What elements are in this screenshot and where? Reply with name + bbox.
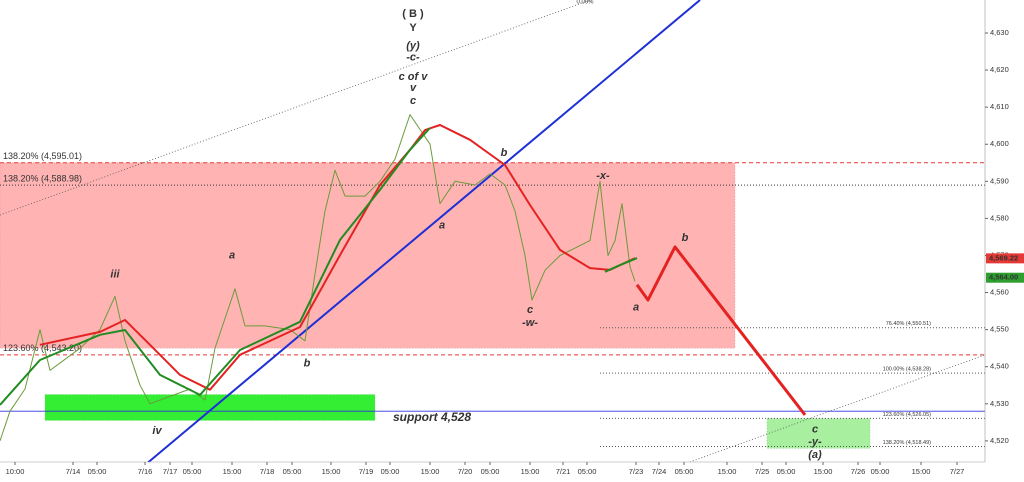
series-line	[604, 257, 638, 273]
annotation: a	[229, 250, 235, 262]
annotation: -y-	[808, 436, 822, 448]
x-tick-label: 7/18	[260, 467, 275, 476]
annotation: ( B )	[402, 8, 424, 20]
annotation: iii	[110, 269, 120, 281]
annotation: v	[410, 82, 417, 94]
y-tick-label: 4,530	[990, 399, 1009, 408]
level-label: 138.20% (4,588.98)	[3, 173, 82, 183]
x-tick-label: 05:00	[871, 467, 890, 476]
annotation: iv	[152, 425, 162, 437]
x-tick-label: 15:00	[322, 467, 341, 476]
x-tick-label: 7/24	[652, 467, 667, 476]
annotation: a	[439, 220, 445, 232]
x-tick-label: 7/25	[755, 467, 770, 476]
x-tick-label: 05:00	[381, 467, 400, 476]
price-tag	[986, 272, 1024, 283]
y-tick-label: 4,520	[990, 436, 1009, 445]
y-tick-label: 4,560	[990, 288, 1009, 297]
annotation: c	[410, 95, 416, 107]
level-label: 123.60% (4,543.20)	[3, 343, 82, 353]
x-tick-label: 7/27	[950, 467, 965, 476]
x-tick-label: 7/19	[359, 467, 374, 476]
y-tick-label: 4,590	[990, 176, 1009, 185]
x-tick-label: 7/14	[66, 467, 81, 476]
y-tick-label: 4,580	[990, 213, 1009, 222]
x-tick-label: 7/26	[851, 467, 866, 476]
price-tag-label: 4,564.00	[989, 273, 1018, 282]
annotation: b	[501, 147, 508, 159]
annotation: -w-	[522, 317, 538, 329]
annotation: Y	[409, 22, 417, 34]
level-label: 138.20% (4,518.49)	[883, 440, 931, 446]
x-tick-label: 05:00	[88, 467, 107, 476]
x-tick-label: 15:00	[521, 467, 540, 476]
x-tick-label: 05:00	[481, 467, 500, 476]
x-tick-label: 7/16	[138, 467, 153, 476]
axis-bg	[985, 0, 1024, 482]
x-tick-label: 7/21	[556, 467, 571, 476]
x-tick-label: 05:00	[675, 467, 694, 476]
annotation: (y)	[406, 40, 420, 52]
series-line	[39, 124, 636, 391]
annotation: c of v	[399, 71, 429, 83]
level-label: 100.00% (4,538.28)	[883, 367, 931, 373]
level-label: 138.20% (4,595.01)	[3, 151, 82, 161]
series-line	[0, 127, 431, 406]
x-tick-label: 7/23	[629, 467, 644, 476]
zone	[0, 162, 736, 349]
x-tick-label: 05:00	[283, 467, 302, 476]
y-tick-label: 4,550	[990, 325, 1009, 334]
annotation: c	[527, 304, 533, 316]
x-tick-label: 15:00	[814, 467, 833, 476]
price-tag	[986, 253, 1024, 264]
x-tick-label: 10:00	[6, 467, 25, 476]
annotation: b	[304, 358, 311, 370]
annotation: 0.00%	[576, 0, 594, 5]
x-tick-label: 15:00	[421, 467, 440, 476]
level-label: 123.60% (4,526.05)	[883, 412, 931, 418]
x-tick-label: 7/17	[163, 467, 178, 476]
price-tag-label: 4,569.22	[989, 253, 1018, 262]
y-tick-label: 4,610	[990, 102, 1009, 111]
x-tick-label: 15:00	[223, 467, 242, 476]
zone	[44, 394, 376, 421]
annotation: c	[812, 424, 818, 436]
series-line	[635, 245, 807, 416]
y-tick-label: 4,540	[990, 362, 1009, 371]
axis-bg	[0, 462, 1024, 482]
series-line	[0, 114, 636, 442]
y-tick-label: 4,600	[990, 139, 1009, 148]
x-tick-label: 15:00	[912, 467, 931, 476]
x-tick-label: 05:00	[183, 467, 202, 476]
annotation: b	[682, 232, 689, 244]
x-tick-label: 05:00	[777, 467, 796, 476]
annotation: -c-	[406, 52, 420, 64]
annotation: a	[633, 302, 639, 314]
zone	[766, 418, 871, 449]
x-tick-label: 7/20	[458, 467, 473, 476]
trendline	[689, 354, 986, 463]
y-tick-label: 4,630	[990, 28, 1009, 37]
annotation: -x-	[596, 170, 610, 182]
y-tick-label: 4,620	[990, 65, 1009, 74]
x-tick-label: 05:00	[578, 467, 597, 476]
trendline	[144, 0, 701, 466]
x-tick-label: 15:00	[718, 467, 737, 476]
annotation: (a)	[808, 449, 822, 461]
annotation: support 4,528	[393, 410, 471, 424]
level-label: 76.40% (4,550.51)	[886, 321, 931, 327]
